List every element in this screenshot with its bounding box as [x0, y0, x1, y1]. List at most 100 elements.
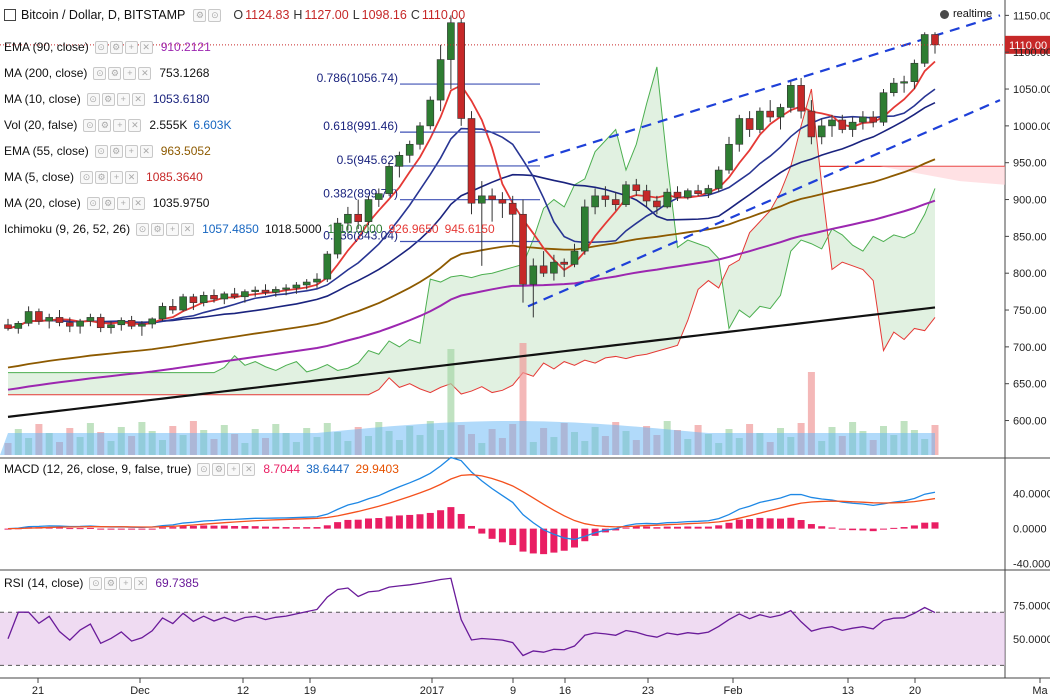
indicator-value: 69.7385 [155, 576, 199, 590]
macd-histogram-bar [200, 525, 208, 529]
macd-histogram-bar [509, 528, 517, 546]
macd-histogram-bar [292, 527, 300, 529]
candle [622, 181, 630, 207]
macd-tick-label: -40.0000 [1013, 559, 1050, 571]
indicator-controls[interactable]: ⊙ ⚙ + ✕ [136, 222, 195, 236]
macd-histogram-bar [282, 527, 290, 529]
fib-label-4: 0.236(843.04) [323, 228, 398, 242]
candle [364, 195, 373, 226]
candle [508, 195, 517, 244]
price-tick-label: 700.00 [1013, 342, 1047, 354]
legend-ma-6[interactable]: MA (20, close) ⊙ ⚙ + ✕ 1035.9750 [4, 195, 215, 211]
indicator-controls[interactable]: ⊙ ⚙ + ✕ [80, 170, 139, 184]
time-tick-label: 2017 [420, 685, 444, 697]
time-tick-label: 16 [559, 685, 571, 697]
candle [158, 302, 167, 322]
indicator-controls[interactable]: ⊙ ⚙ + ✕ [89, 576, 148, 590]
price-tick-label: 1100.00 [1013, 47, 1050, 59]
realtime-dot-icon [940, 9, 949, 19]
rsi-pane: 75.0000 50.0000 [0, 577, 1050, 666]
macd-histogram-bar [622, 527, 630, 529]
candle [426, 96, 435, 130]
price-tick-label: 750.00 [1013, 305, 1047, 317]
indicator-value: 8.7044 [263, 462, 301, 476]
candle [797, 77, 805, 119]
macd-histogram-bar [787, 517, 795, 529]
indicator-controls[interactable]: ⊙ ⚙ + ✕ [94, 40, 153, 54]
macd-histogram-bar [220, 525, 228, 529]
macd-histogram-bar [900, 527, 908, 529]
candle [704, 184, 713, 199]
candle [817, 118, 826, 145]
macd-histogram-bar [488, 528, 496, 539]
candle [859, 111, 867, 130]
legend-ema-4[interactable]: EMA (55, close) ⊙ ⚙ + ✕ 963.5052 [4, 143, 217, 159]
span-a-line [8, 66, 936, 374]
time-tick-label: Feb [724, 685, 743, 697]
macd-histogram-bar [756, 517, 764, 529]
macd-histogram-bar [159, 527, 166, 529]
price-tick-label: 900.00 [1013, 195, 1047, 207]
indicator-name: MA (20, close) [4, 196, 81, 210]
symbol-title[interactable]: Bitcoin / Dollar, D, BITSTAMP [21, 8, 186, 22]
indicator-controls[interactable]: ⊙ ⚙ + ✕ [94, 144, 153, 158]
rsi-tick-label: 75.0000 [1013, 601, 1050, 613]
candle [179, 293, 187, 312]
indicator-controls[interactable]: ⊙ ⚙ + ✕ [86, 92, 145, 106]
legend-vol-3[interactable]: Vol (20, false) ⊙ ⚙ + ✕ 2.555K 6.603K [4, 117, 237, 133]
legend-rsi[interactable]: RSI (14, close) ⊙ ⚙ + ✕ 69.7385 [4, 575, 205, 591]
macd-histogram-bar [323, 525, 331, 529]
macd-histogram-bar [849, 528, 857, 531]
legend-ma-1[interactable]: MA (200, close) ⊙ ⚙ + ✕ 753.1268 [4, 65, 215, 81]
candle [889, 77, 898, 97]
candle [76, 318, 84, 334]
candle [282, 284, 290, 296]
header-controls[interactable]: ⚙ ⊙ [193, 8, 222, 22]
candle [642, 184, 651, 207]
macd-histogram-bar [76, 528, 84, 530]
indicator-value: 1085.3640 [146, 170, 203, 184]
cloud-future-area [880, 166, 1005, 185]
price-tick-label: 1000.00 [1013, 121, 1050, 133]
candle [879, 89, 888, 126]
macd-histogram-bar [921, 522, 929, 529]
candle [477, 181, 486, 266]
macd-histogram-bar [354, 519, 362, 529]
indicator-controls[interactable]: ⊙ ⚙ + ✕ [93, 66, 152, 80]
candle [24, 306, 33, 327]
time-tick-label: 13 [842, 685, 854, 697]
candle [632, 178, 641, 196]
candle [570, 243, 579, 268]
indicator-controls[interactable]: ⊙ ⚙ + ✕ [197, 462, 256, 476]
indicator-controls[interactable]: ⊙ ⚙ + ✕ [86, 196, 145, 210]
macd-histogram-bar [107, 528, 115, 530]
collapse-icon[interactable] [4, 9, 16, 21]
signal-line [7, 474, 936, 530]
macd-histogram-bar [169, 527, 177, 529]
candle [519, 199, 527, 303]
macd-histogram-bar [571, 528, 578, 548]
legend-macd[interactable]: MACD (12, 26, close, 9, false, true) ⊙ ⚙ + ✕… [4, 461, 405, 477]
legend-ema-0[interactable]: EMA (90, close) ⊙ ⚙ + ✕ 910.2121 [4, 39, 217, 55]
indicator-controls[interactable]: ⊙ ⚙ + ✕ [83, 118, 142, 132]
indicator-value: 963.5052 [160, 144, 211, 158]
candle [220, 291, 229, 305]
indicator-value: 1035.9750 [152, 196, 210, 210]
candle [333, 217, 342, 259]
macd-histogram-bar [97, 528, 105, 530]
macd-histogram-bar [148, 528, 156, 530]
candle [138, 321, 146, 336]
macd-histogram-bar [653, 527, 661, 529]
candle [611, 192, 620, 211]
time-tick-label: 23 [642, 685, 654, 697]
price-tick-label: 800.00 [1013, 268, 1047, 280]
candle [601, 186, 610, 207]
candle [766, 100, 775, 123]
realtime-indicator[interactable]: realtime [940, 8, 992, 20]
candle [745, 111, 754, 137]
legend-ma-2[interactable]: MA (10, close) ⊙ ⚙ + ✕ 1053.6180 [4, 91, 215, 107]
legend-ichimoku-7[interactable]: Ichimoku (9, 26, 52, 26) ⊙ ⚙ + ✕ 1057.4850 101… [4, 221, 501, 237]
legend-ma-5[interactable]: MA (5, close) ⊙ ⚙ + ✕ 1085.3640 [4, 169, 209, 185]
macd-histogram-bar [447, 507, 455, 529]
